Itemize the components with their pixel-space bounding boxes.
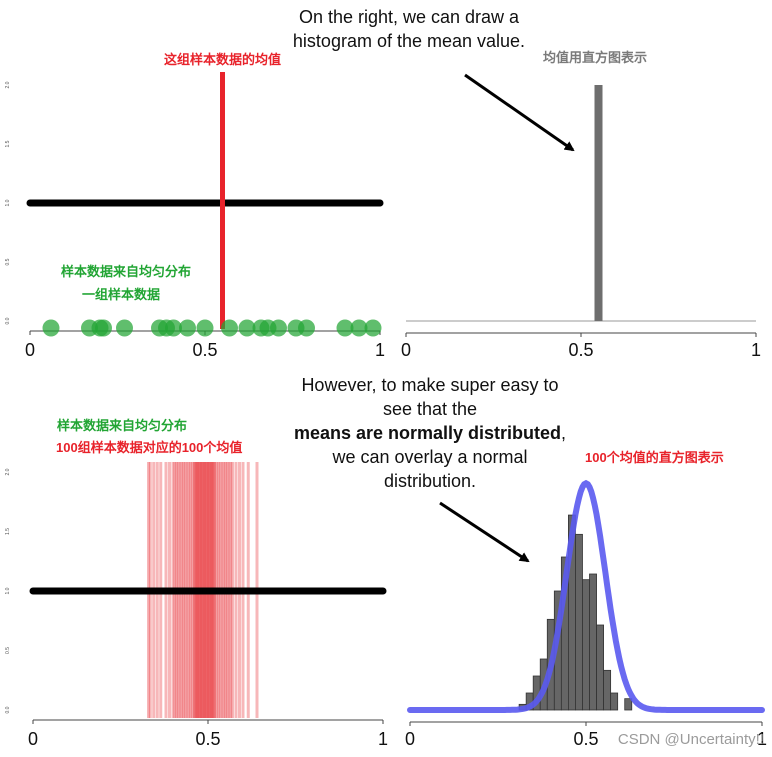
- tl-sample-point: [116, 319, 133, 337]
- bl-y-tick-label: 1.0: [5, 587, 11, 594]
- tr-x-tick-label: 0: [401, 340, 411, 360]
- br-histogram-bin: [596, 624, 604, 711]
- tl-x-tick-label: 0: [25, 340, 35, 360]
- bl-y-tick-label: 0.5: [5, 647, 11, 654]
- tl-sample-point: [221, 319, 238, 337]
- note-bottom: However, to make super easy to see that …: [270, 373, 590, 493]
- tl-y-tick-label: 1.0: [5, 199, 11, 206]
- label-mean-histogram: 均值用直方图表示: [543, 50, 648, 65]
- tl-y-tick-label: 0.5: [5, 258, 11, 265]
- br-histogram-bin: [610, 692, 619, 711]
- label-uniform-source: 样本数据来自均匀分布: [61, 264, 192, 279]
- bl-y-tick-label: 2.0: [5, 468, 11, 475]
- tl-sample-point: [196, 319, 214, 337]
- tl-y-tick-label: 2.0: [5, 81, 11, 88]
- tl-sample-point: [238, 319, 256, 337]
- tr-x-tick-label: 1: [751, 340, 761, 360]
- tl-y-tick-label: 0.0: [5, 317, 11, 324]
- bl-x-tick-label: 0: [28, 729, 38, 749]
- bl-y-tick-label: 0.0: [5, 706, 11, 713]
- tl-x-tick-label: 0.5: [192, 340, 217, 360]
- note-bold-phrase: means are normally distributed: [293, 423, 562, 443]
- br-x-tick-label: 1: [757, 729, 767, 749]
- br-x-tick-label: 0.5: [573, 729, 598, 749]
- note-bottom-line3: means are normally distributed,: [270, 421, 590, 445]
- tl-x-tick-label: 1: [375, 340, 385, 360]
- tl-sample-point: [350, 319, 368, 337]
- tr-x-tick-label: 0.5: [568, 340, 593, 360]
- tl-sample-point: [42, 319, 60, 337]
- tl-sample-point: [336, 319, 354, 337]
- label-sample-mean: 这组样本数据的均值: [164, 52, 282, 67]
- tl-y-tick-label: 1.5: [5, 140, 11, 147]
- label-one-sample: 一组样本数据: [82, 287, 161, 302]
- label-hundred-hist: 100个均值的直方图表示: [585, 450, 724, 465]
- note-bottom-line4: we can overlay a normal: [332, 447, 528, 467]
- note-top-right: On the right, we can draw a histogram of…: [292, 7, 526, 51]
- arrow-to-normal-curve: [439, 501, 530, 563]
- bl-x-tick-label: 1: [378, 729, 388, 749]
- tl-sample-point: [364, 319, 382, 337]
- note-bottom-line2: see that the: [382, 399, 478, 419]
- tl-sample-point: [95, 319, 112, 337]
- bl-y-tick-label: 1.5: [5, 528, 11, 535]
- watermark: CSDN @Uncertainty!!: [617, 731, 764, 748]
- tl-sample-point: [179, 319, 196, 337]
- label-hundred-means: 100组样本数据对应的100个均值: [56, 440, 243, 455]
- tr-histogram-bar: [594, 85, 603, 321]
- note-comma: ,: [561, 423, 567, 443]
- br-histogram-bin: [582, 579, 590, 711]
- br-histogram-bin: [603, 669, 612, 711]
- label-uniform-source-2: 样本数据来自均匀分布: [57, 418, 188, 433]
- arrow-to-mean-histogram: [464, 73, 575, 152]
- br-histogram-bin: [624, 698, 633, 711]
- br-histogram-bin: [589, 573, 597, 711]
- tl-sample-point: [165, 319, 182, 337]
- bl-x-tick-label: 0.5: [195, 729, 220, 749]
- br-normal-curve: [407, 479, 765, 713]
- br-x-tick-label: 0: [405, 729, 415, 749]
- br-histogram-bin: [575, 533, 583, 711]
- tl-sample-point: [298, 319, 315, 337]
- note-bottom-line5: distribution.: [383, 471, 477, 491]
- note-bottom-line1: However, to make super easy to: [301, 375, 559, 395]
- tl-sample-point: [270, 319, 287, 337]
